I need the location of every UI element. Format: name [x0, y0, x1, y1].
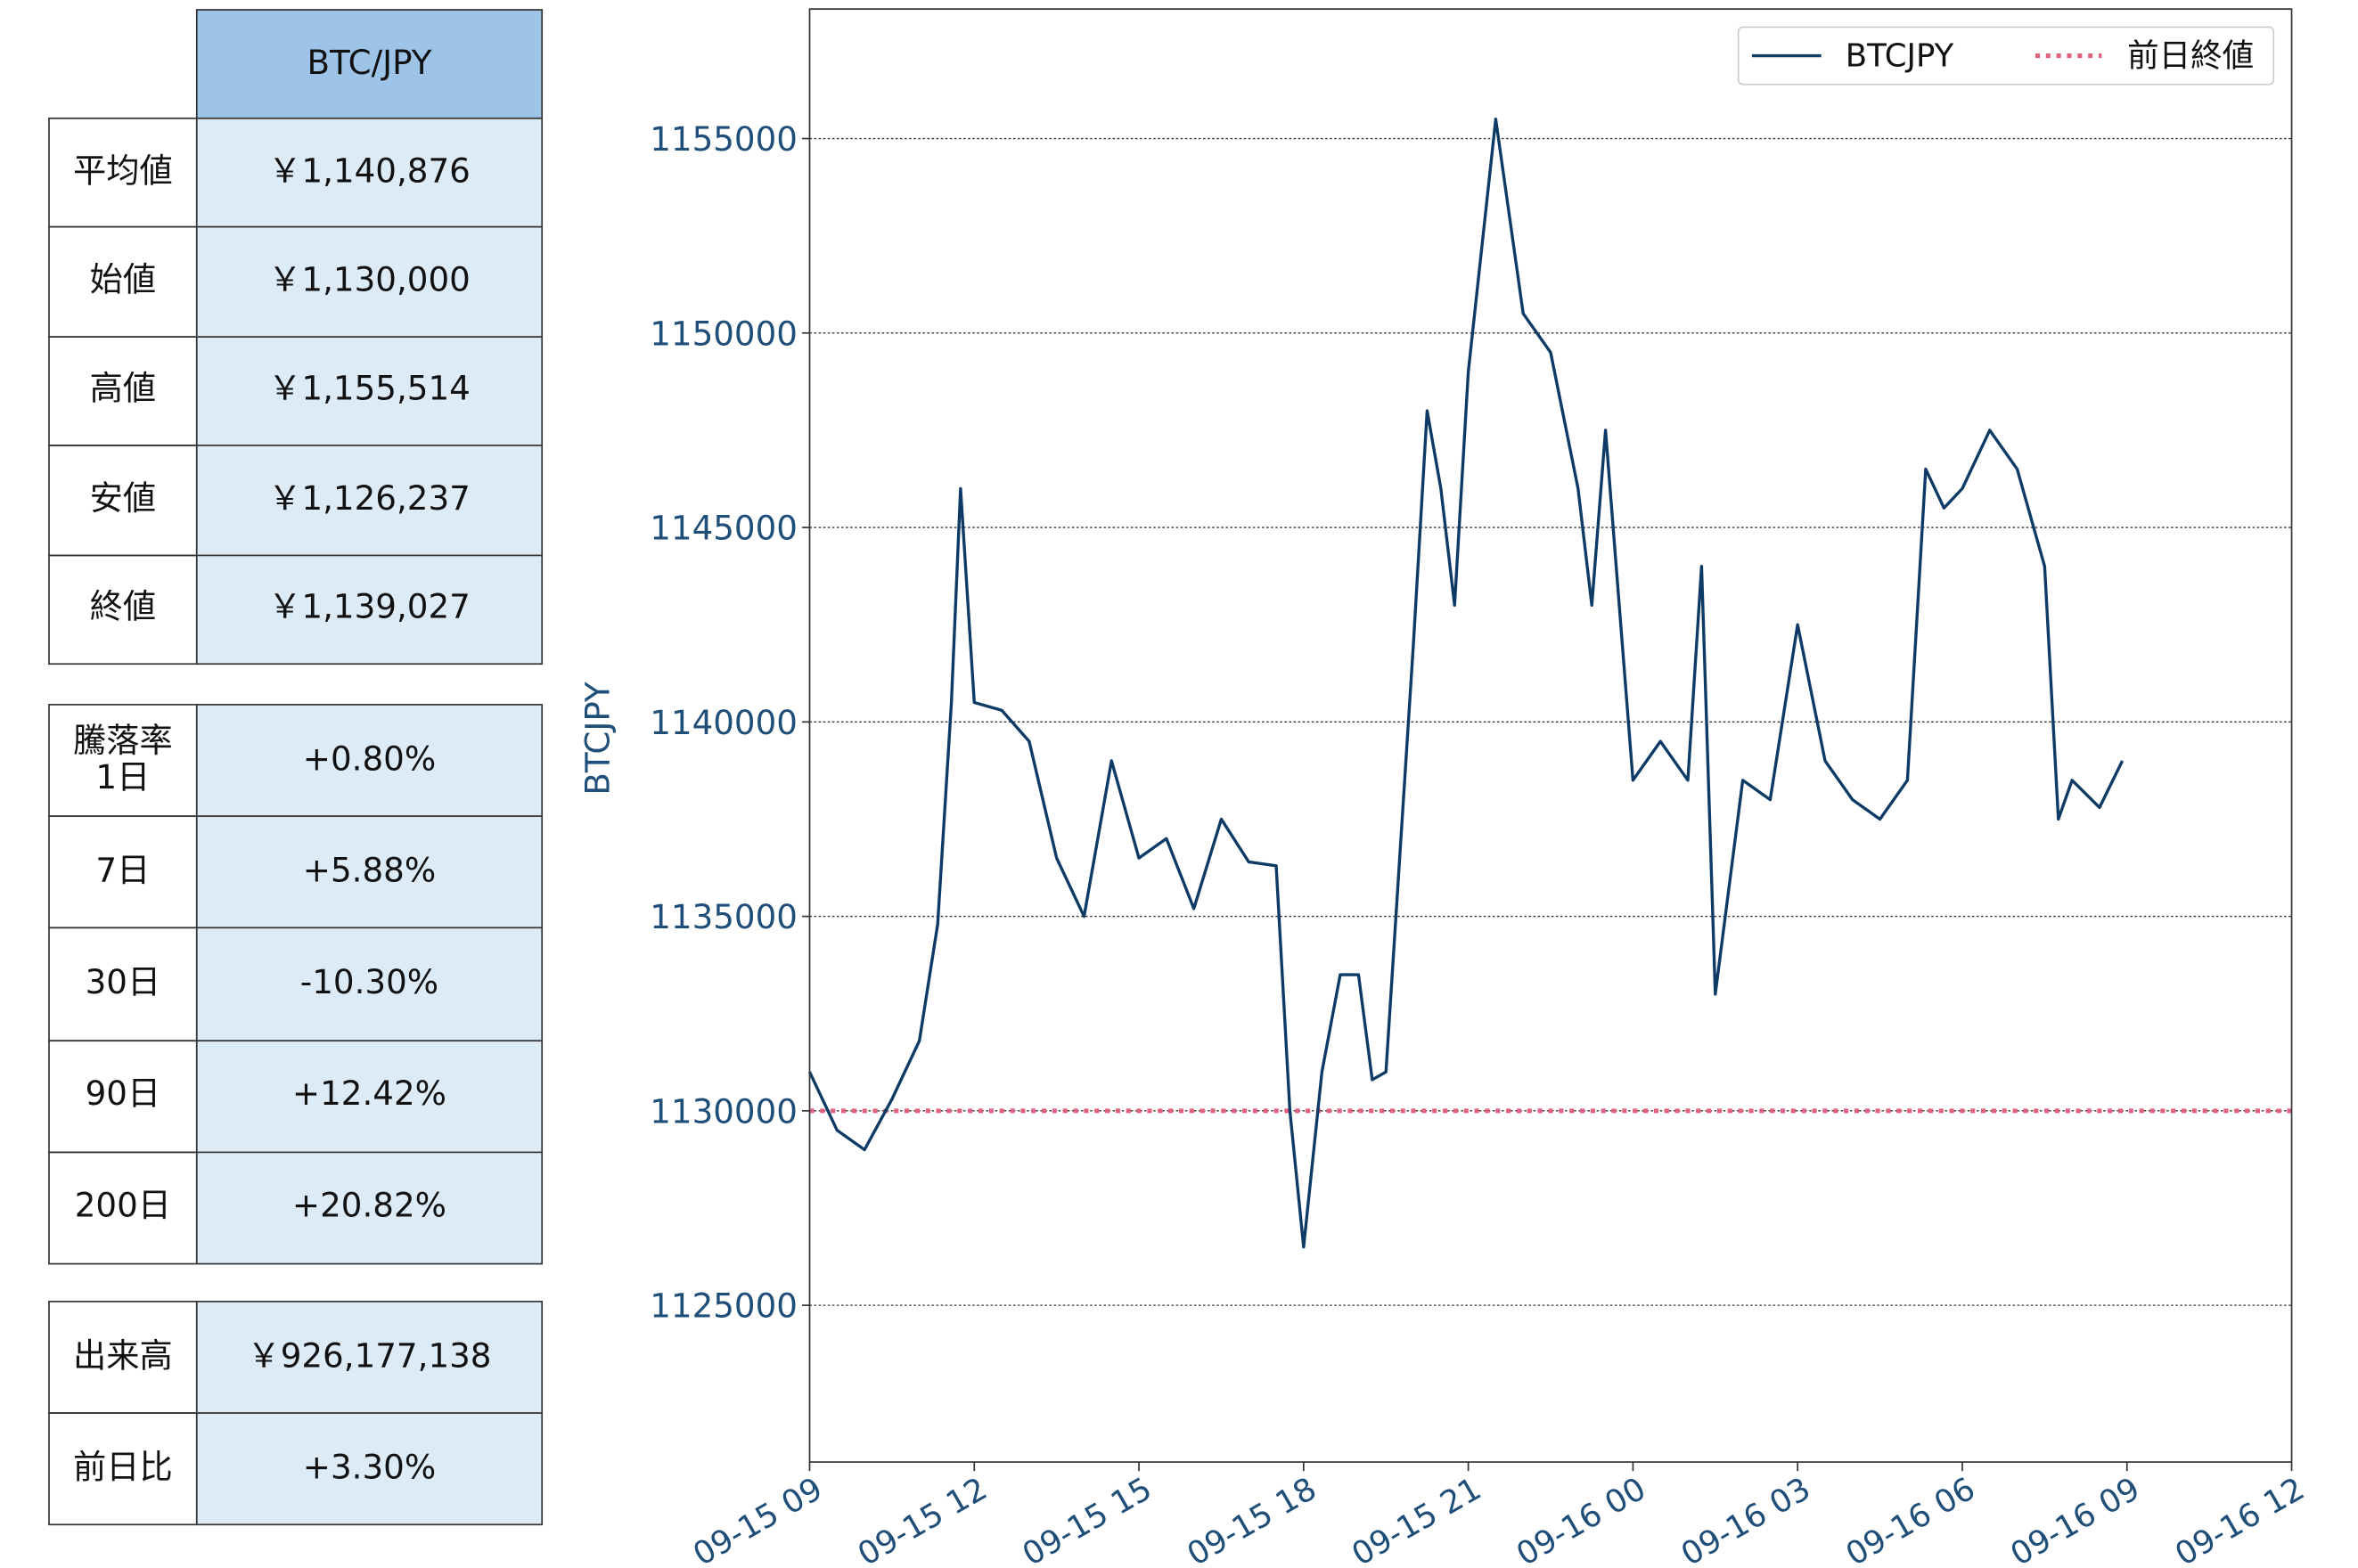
row-label: 7日 — [48, 815, 198, 929]
row-value: +5.88% — [195, 815, 544, 929]
row-label: 騰落率 1日 — [48, 704, 198, 818]
y-tick-label: 1140000 — [650, 703, 798, 742]
row-value: ￥1,140,876 — [195, 117, 544, 229]
x-tick-label: 09-15 18 — [1181, 1471, 1322, 1568]
row-label: 200日 — [48, 1151, 198, 1265]
row-label: 平均値 — [48, 117, 198, 229]
y-tick-label: 1150000 — [650, 314, 798, 353]
y-axis-label: BTCJPY — [577, 682, 617, 796]
row-value: ￥926,177,138 — [195, 1301, 544, 1414]
y-tick-label: 1145000 — [650, 509, 798, 548]
row-label: 安値 — [48, 445, 198, 556]
row-label: 出来高 — [48, 1301, 198, 1414]
legend-label: 前日終値 — [2127, 37, 2254, 74]
row-label: 始値 — [48, 226, 198, 338]
x-tick-label: 09-16 09 — [2004, 1471, 2146, 1568]
row-value: +3.30% — [195, 1412, 544, 1526]
row-value: ￥1,139,027 — [195, 553, 544, 666]
row-value: -10.30% — [195, 927, 544, 1041]
row-label: 終値 — [48, 553, 198, 666]
row-label: 90日 — [48, 1039, 198, 1153]
y-tick-label: 1125000 — [650, 1286, 798, 1326]
x-tick-label: 09-16 00 — [1511, 1471, 1652, 1568]
legend-label: BTCJPY — [1846, 37, 1954, 74]
x-tick-label: 09-15 12 — [852, 1471, 994, 1568]
x-tick-label: 09-16 12 — [2169, 1471, 2311, 1568]
row-value: ￥1,130,000 — [195, 226, 544, 338]
plot-frame — [808, 8, 2293, 1463]
row-label: 前日比 — [48, 1412, 198, 1526]
row-value: +12.42% — [195, 1039, 544, 1153]
row-value: ￥1,155,514 — [195, 335, 544, 447]
y-tick-label: 1135000 — [650, 897, 798, 936]
y-tick-label: 1155000 — [650, 119, 798, 159]
x-tick-label: 09-15 15 — [1017, 1471, 1159, 1568]
x-tick-label: 09-15 09 — [687, 1471, 829, 1568]
x-tick-label: 09-16 06 — [1840, 1471, 1982, 1568]
table-header: BTC/JPY — [195, 9, 544, 119]
legend-box — [1737, 26, 2275, 86]
row-value: +0.80% — [195, 704, 544, 818]
x-tick-label: 09-16 03 — [1675, 1471, 1817, 1568]
row-label: 高値 — [48, 335, 198, 447]
row-value: +20.82% — [195, 1151, 544, 1265]
line-series — [807, 117, 2125, 1249]
row-value: ￥1,126,237 — [195, 445, 544, 556]
x-tick-label: 09-15 21 — [1346, 1471, 1487, 1568]
row-label: 30日 — [48, 927, 198, 1041]
y-tick-label: 1130000 — [650, 1091, 798, 1131]
